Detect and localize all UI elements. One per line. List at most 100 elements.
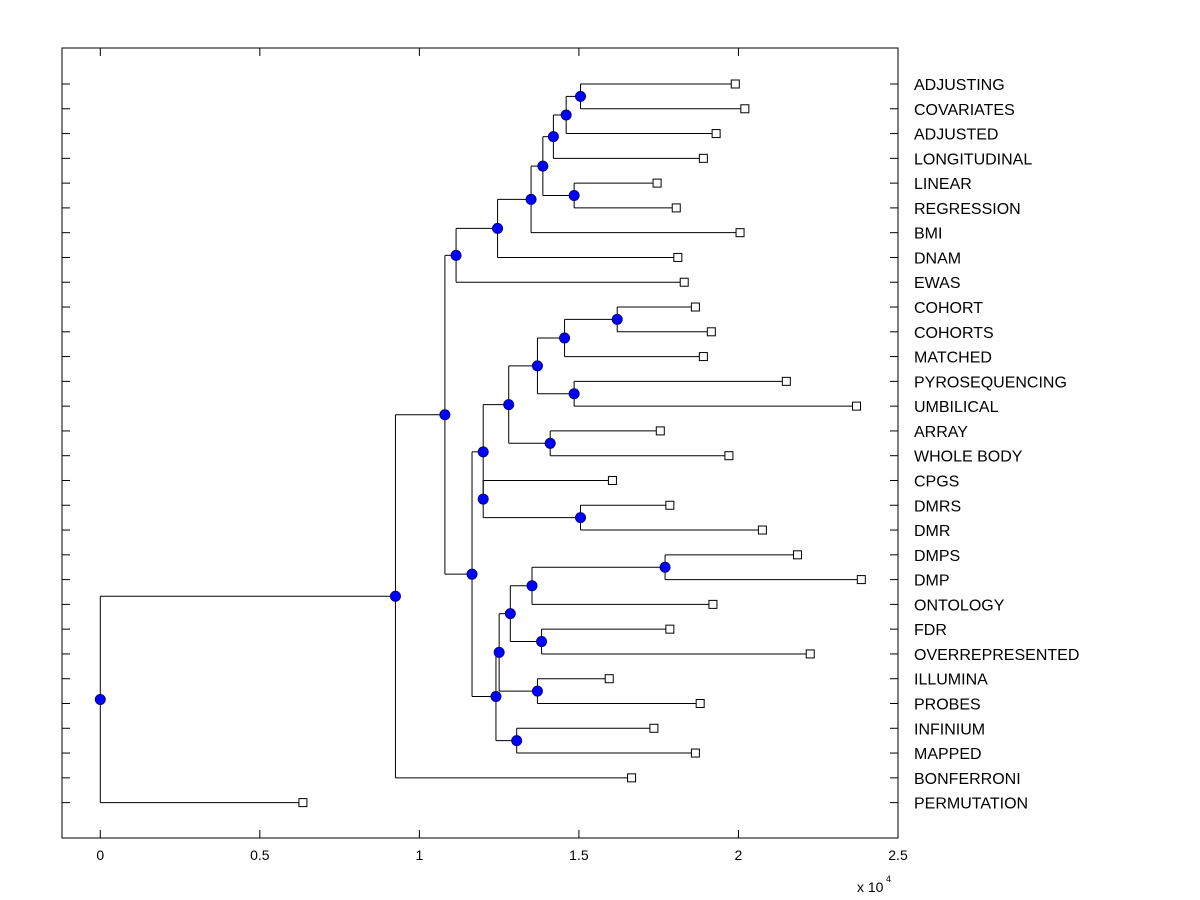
leaf-marker (604, 674, 614, 684)
leaf-label: COHORT (914, 300, 983, 317)
merge-nodes (94, 90, 671, 747)
merge-node (544, 437, 556, 449)
x-tick-label: 2.5 (888, 847, 908, 863)
leaf-marker (298, 798, 308, 808)
leaf-marker (655, 426, 665, 436)
leaf-label: FDR (914, 622, 947, 639)
x-tick-label: 2 (735, 847, 743, 863)
leaf-label: WHOLE BODY (914, 449, 1023, 466)
x-tick-label: 1.5 (569, 847, 589, 863)
merge-node (511, 735, 523, 747)
leaf-marker (724, 451, 734, 461)
x-ticks: 0 0.5 1 1.5 2 2.5 (96, 48, 908, 863)
merge-node (490, 691, 502, 703)
merge-node (466, 568, 478, 580)
leaf-marker (695, 699, 705, 708)
leaf-marker (671, 203, 681, 213)
leaf-label: ADJUSTED (914, 127, 998, 144)
leaf-label: MATCHED (914, 350, 992, 367)
y-ticks (62, 83, 898, 804)
merge-node (575, 90, 587, 102)
leaf-label: BMI (914, 226, 942, 243)
x-tick-label: 0.5 (250, 847, 270, 863)
leaf-label: UMBILICAL (914, 399, 999, 416)
merge-node (493, 646, 505, 658)
leaf-label: ADJUSTING (914, 77, 1005, 94)
leaf-marker (679, 277, 689, 287)
leaf-marker (711, 129, 721, 139)
leaf-label: ONTOLOGY (914, 597, 1005, 614)
merge-node (439, 409, 451, 421)
leaf-markers (298, 79, 866, 808)
merge-node (575, 512, 587, 524)
leaf-label: BONFERRONI (914, 771, 1021, 788)
leaf-marker (698, 153, 708, 163)
merge-node (568, 388, 580, 400)
leaf-label: INFINIUM (914, 721, 985, 738)
merge-node (568, 190, 580, 202)
leaf-marker (673, 252, 683, 262)
merge-node (559, 332, 571, 344)
merge-node (477, 493, 489, 505)
leaf-marker (706, 327, 716, 337)
leaf-marker (627, 773, 637, 783)
merge-node (389, 590, 401, 602)
leaf-label: DMP (914, 573, 950, 590)
leaf-marker (792, 550, 802, 560)
leaf-label: CPGS (914, 473, 959, 490)
leaf-label: PERMUTATION (914, 796, 1028, 813)
leaf-marker (665, 500, 675, 510)
merge-node (536, 636, 548, 648)
leaf-marker (740, 104, 750, 114)
x-multiplier-exponent: 4 (886, 874, 891, 884)
leaf-label: DMPS (914, 548, 960, 565)
leaf-label: PROBES (914, 697, 981, 714)
x-tick-label: 0 (96, 847, 104, 863)
leaf-marker (805, 649, 815, 659)
merge-node (531, 685, 543, 697)
leaf-label: EWAS (914, 275, 961, 292)
leaf-marker (607, 475, 617, 485)
leaf-label: OVERREPRESENTED (914, 647, 1079, 664)
leaf-marker (690, 302, 700, 312)
leaf-label: DMR (914, 523, 950, 540)
merge-node (94, 693, 106, 705)
merge-node (659, 561, 671, 573)
merge-node (537, 160, 549, 172)
leaf-marker (698, 352, 708, 362)
leaf-marker (735, 228, 745, 238)
leaf-label: ILLUMINA (914, 672, 988, 689)
merge-node (492, 222, 504, 234)
x-multiplier-label: x 10 (857, 879, 884, 895)
leaf-marker (690, 748, 700, 758)
merge-node (547, 131, 559, 143)
leaf-label: DMRS (914, 498, 961, 515)
merge-node (503, 399, 515, 411)
merge-node (560, 109, 572, 121)
merge-node (525, 193, 537, 205)
leaf-label: COVARIATES (914, 102, 1015, 119)
x-tick-label: 1 (415, 847, 423, 863)
leaf-marker (781, 376, 791, 386)
leaf-label: REGRESSION (914, 201, 1021, 218)
merge-node (504, 608, 516, 620)
leaf-label: LONGITUDINAL (914, 151, 1032, 168)
leaf-marker (730, 79, 740, 89)
leaf-labels: ADJUSTING COVARIATES ADJUSTED LONGITUDINAL L… (914, 77, 1079, 813)
leaf-marker (652, 178, 662, 188)
leaf-marker (665, 624, 675, 634)
merge-node (526, 580, 538, 592)
leaf-label: DNAM (914, 250, 961, 267)
leaf-marker (649, 723, 659, 733)
axes-box (61, 47, 899, 839)
leaf-label: LINEAR (914, 176, 972, 193)
leaf-marker (708, 599, 718, 609)
leaf-label: ARRAY (914, 424, 968, 441)
merge-node (531, 360, 543, 372)
merge-node (611, 313, 623, 325)
merge-node (477, 446, 489, 458)
merge-node (450, 249, 462, 261)
leaf-marker (757, 525, 767, 535)
leaf-label: COHORTS (914, 325, 994, 342)
